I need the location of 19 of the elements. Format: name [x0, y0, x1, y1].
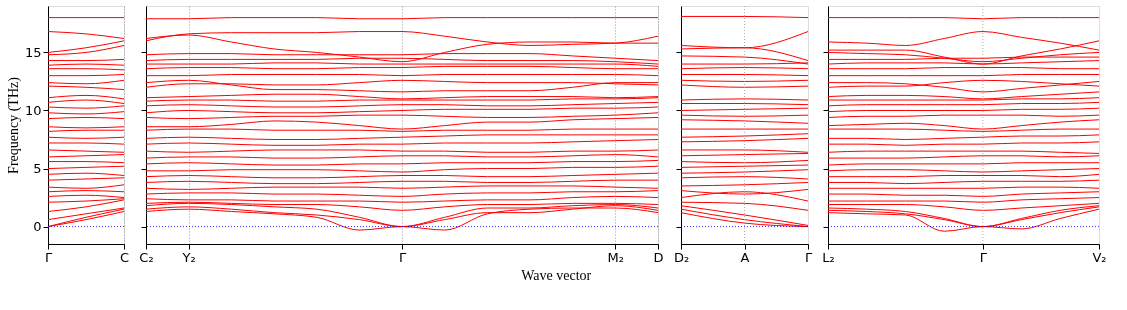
- y-axis-title: Frequency (THz): [5, 76, 22, 174]
- y-tick-label: 10: [24, 102, 42, 118]
- x-tick-label: Γ: [979, 249, 988, 265]
- x-tick-label: M₂: [607, 249, 625, 265]
- x-tick-label: Γ: [44, 249, 53, 265]
- y-tick-label: 5: [33, 161, 42, 177]
- x-tick-label: D₂: [673, 249, 690, 265]
- x-axis-title: Wave vector: [521, 267, 592, 283]
- x-tick-label: Γ: [398, 249, 407, 265]
- x-tick-label: V₂: [1092, 249, 1107, 265]
- x-tick-label: Γ: [804, 249, 813, 265]
- x-tick-label: C₂: [139, 249, 154, 265]
- x-tick-label: A: [740, 249, 750, 265]
- x-tick-label: C: [119, 249, 130, 265]
- x-tick-label: D: [653, 249, 664, 265]
- y-tick-label: 15: [24, 44, 42, 60]
- y-tick-label: 0: [33, 219, 42, 235]
- x-tick-label: L₂: [822, 249, 835, 265]
- x-tick-label: Y₂: [181, 249, 196, 265]
